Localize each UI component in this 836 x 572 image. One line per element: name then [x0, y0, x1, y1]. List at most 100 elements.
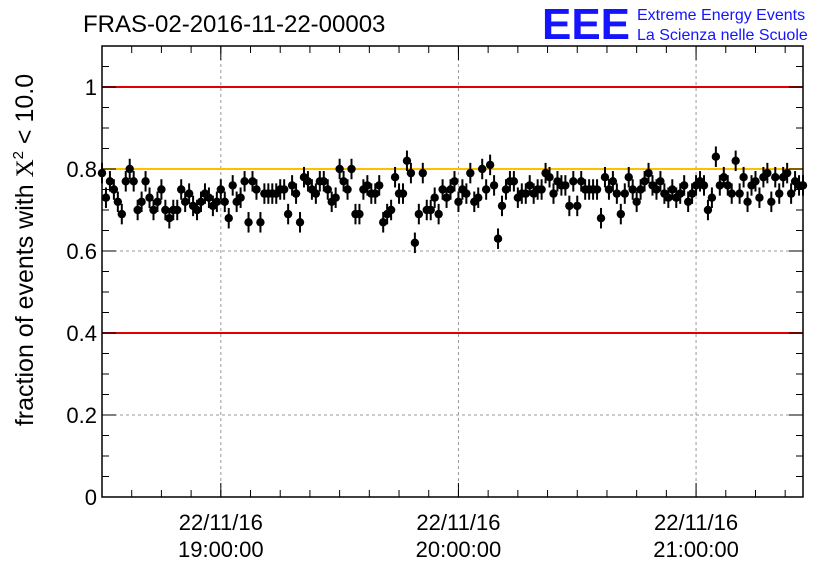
data-point: [121, 177, 130, 186]
data-point: [565, 201, 574, 211]
data-point: [679, 181, 689, 190]
data-point: [549, 189, 558, 198]
data-point: [668, 185, 677, 194]
data-point: [109, 185, 119, 194]
data-point: [418, 168, 427, 178]
data-point: [775, 189, 784, 198]
data-point: [149, 205, 158, 215]
data-point: [173, 205, 182, 215]
data-point: [592, 185, 602, 194]
data-point: [743, 197, 752, 206]
data-point: [386, 205, 396, 215]
data-point: [347, 164, 356, 174]
data-point: [295, 218, 305, 227]
data-point: [497, 201, 507, 211]
data-point: [291, 189, 301, 198]
data-point: [319, 177, 328, 186]
chi-symbol: X: [12, 159, 39, 177]
data-point: [180, 197, 190, 206]
data-point: [105, 177, 115, 186]
data-point: [569, 177, 578, 186]
data-point: [707, 193, 717, 202]
data-point: [303, 177, 313, 186]
data-point: [632, 197, 641, 206]
data-point: [699, 181, 709, 190]
data-point: [363, 181, 372, 190]
y-tick-label: 0.8: [66, 157, 97, 182]
data-point: [157, 185, 166, 194]
data-point: [204, 193, 214, 202]
data-point: [184, 189, 194, 198]
data-point: [426, 205, 435, 215]
data-point: [244, 218, 253, 227]
data-point: [252, 185, 261, 194]
data-point: [676, 189, 685, 198]
data-point: [129, 177, 138, 186]
grid: [102, 46, 803, 497]
threshold-lines: [102, 86, 803, 334]
data-point: [731, 156, 740, 165]
data-point: [117, 209, 127, 219]
data-point: [612, 189, 622, 198]
data-point: [596, 214, 606, 223]
data-point: [600, 173, 610, 182]
y-axis-label-superscript: 2: [10, 151, 27, 159]
chart-title: FRAS-02-2016-11-22-00003: [83, 11, 385, 38]
data-point: [446, 185, 455, 194]
data-point: [624, 173, 633, 182]
data-point: [196, 197, 206, 206]
eee-logo-line1: Extreme Energy Events: [637, 7, 805, 24]
data-point: [786, 189, 796, 198]
data-point: [438, 185, 447, 194]
data-point: [751, 177, 760, 186]
data-point: [236, 193, 245, 202]
data-point: [664, 193, 673, 202]
data-point: [656, 177, 665, 186]
data-point: [228, 181, 237, 190]
data-point: [335, 164, 344, 174]
axes: [101, 45, 804, 498]
y-tick-label: 0.6: [66, 239, 97, 264]
data-point: [153, 197, 162, 206]
data-point: [727, 189, 736, 198]
data-point: [137, 197, 146, 206]
data-point: [248, 177, 257, 186]
y-tick-label: 0.2: [66, 403, 97, 428]
data-point: [145, 193, 154, 202]
data-point: [220, 197, 229, 206]
data-point: [474, 193, 483, 202]
data-point: [323, 185, 332, 194]
data-point: [390, 173, 400, 182]
data-point: [703, 205, 713, 215]
data-point: [608, 177, 618, 186]
data-point: [287, 181, 297, 190]
data-point: [414, 209, 424, 219]
data-point: [573, 201, 582, 211]
data-point: [493, 234, 503, 243]
data-point: [454, 197, 463, 206]
data-point: [355, 209, 364, 219]
data-point: [375, 181, 384, 190]
x-tick-time-label: 20:00:00: [416, 537, 502, 562]
x-tick-time-label: 21:00:00: [653, 537, 739, 562]
data-point: [616, 209, 626, 219]
x-tick-date-label: 22/11/16: [654, 510, 738, 535]
data-point: [640, 177, 649, 186]
data-point: [398, 189, 408, 198]
data-point: [771, 173, 780, 182]
data-point: [509, 177, 519, 186]
data-point: [212, 197, 222, 206]
data-point: [113, 197, 123, 206]
y-axis-label-prefix: fraction of events with: [11, 177, 39, 426]
data-point: [723, 181, 732, 190]
data-point: [279, 185, 289, 194]
data-point: [763, 168, 772, 178]
data-point: [378, 218, 388, 227]
data-point: [450, 177, 459, 186]
data-point: [628, 185, 637, 194]
data-point: [141, 177, 150, 186]
y-tick-label: 1: [85, 75, 97, 100]
data-point: [192, 205, 202, 215]
data-point: [478, 164, 487, 174]
